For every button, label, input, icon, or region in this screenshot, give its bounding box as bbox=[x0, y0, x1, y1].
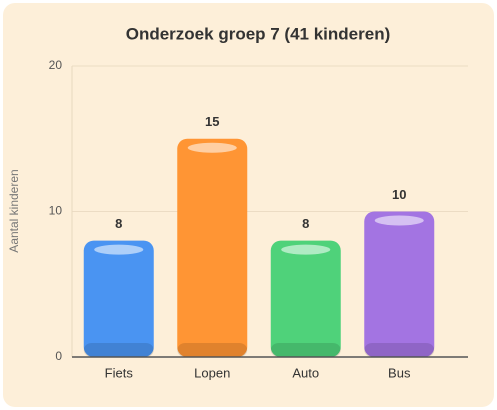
bar bbox=[83, 240, 154, 357]
chart-title: Onderzoek groep 7 (41 kinderen) bbox=[126, 24, 391, 43]
y-tick-label: 20 bbox=[49, 58, 63, 72]
bar-highlight bbox=[94, 244, 144, 255]
bar-highlight bbox=[281, 244, 331, 255]
bar-shade bbox=[83, 343, 154, 357]
data-label: 8 bbox=[302, 216, 309, 231]
bar-shade bbox=[364, 343, 435, 357]
y-tick-label: 0 bbox=[55, 349, 62, 363]
data-label: 10 bbox=[392, 187, 406, 202]
y-axis-label: Aantal kinderen bbox=[7, 169, 21, 252]
bar-shade bbox=[177, 343, 248, 357]
data-label: 15 bbox=[205, 114, 219, 129]
x-tick-label: Auto bbox=[292, 365, 319, 380]
x-tick-label: Fiets bbox=[105, 365, 134, 380]
x-tick-label: Lopen bbox=[194, 365, 230, 380]
data-label: 8 bbox=[115, 216, 122, 231]
bar bbox=[364, 211, 435, 357]
y-tick-label: 10 bbox=[49, 204, 63, 218]
bar bbox=[177, 138, 248, 357]
bar bbox=[270, 240, 341, 357]
bar-highlight bbox=[374, 215, 424, 226]
bar-highlight bbox=[187, 142, 237, 153]
bar-shade bbox=[270, 343, 341, 357]
x-tick-label: Bus bbox=[388, 365, 411, 380]
